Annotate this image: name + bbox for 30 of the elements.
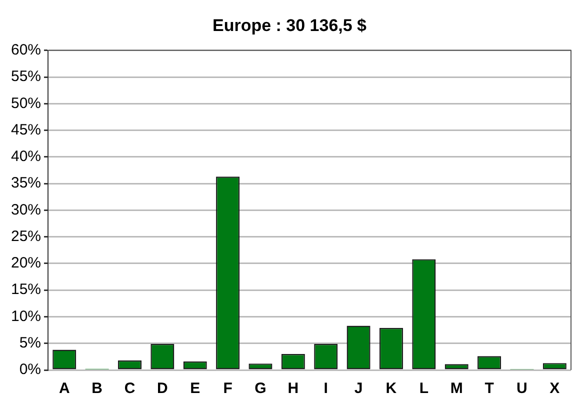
y-tick-label: 30% xyxy=(10,201,42,218)
y-tick-label: 60% xyxy=(10,42,42,59)
x-tick-label: U xyxy=(516,380,528,398)
y-tick-label: 55% xyxy=(10,68,42,86)
y-tick-label: 0% xyxy=(19,361,42,378)
x-tick-label: T xyxy=(484,380,494,398)
y-tick-label: 15% xyxy=(10,281,42,298)
x-tick-label: B xyxy=(92,380,103,398)
y-tick-label: 20% xyxy=(10,254,42,272)
y-tick-label: 35% xyxy=(10,174,42,192)
y-tick-label: 40% xyxy=(10,148,42,166)
x-tick-label: I xyxy=(324,380,328,398)
x-tick-label: J xyxy=(354,380,363,398)
x-tick-label: K xyxy=(386,380,397,398)
y-tick-label: 50% xyxy=(10,94,42,112)
x-tick-label: X xyxy=(550,380,560,398)
y-tick-label: 10% xyxy=(10,308,42,325)
x-tick-label: D xyxy=(157,380,168,398)
y-tick-label: 5% xyxy=(19,334,42,352)
x-tick-label: L xyxy=(419,380,428,398)
x-tick-label: G xyxy=(254,380,266,398)
x-tick-label: F xyxy=(223,380,232,398)
chart-title: Europe : 30 136,5 $ xyxy=(212,16,368,35)
x-tick-label: E xyxy=(190,380,200,398)
x-tick-label: A xyxy=(58,380,70,398)
x-tick-label: M xyxy=(450,380,463,398)
y-tick-label: 45% xyxy=(10,121,42,138)
y-tick-label: 25% xyxy=(10,228,42,245)
x-tick-label: C xyxy=(124,380,136,398)
x-tick-label: H xyxy=(288,380,299,398)
